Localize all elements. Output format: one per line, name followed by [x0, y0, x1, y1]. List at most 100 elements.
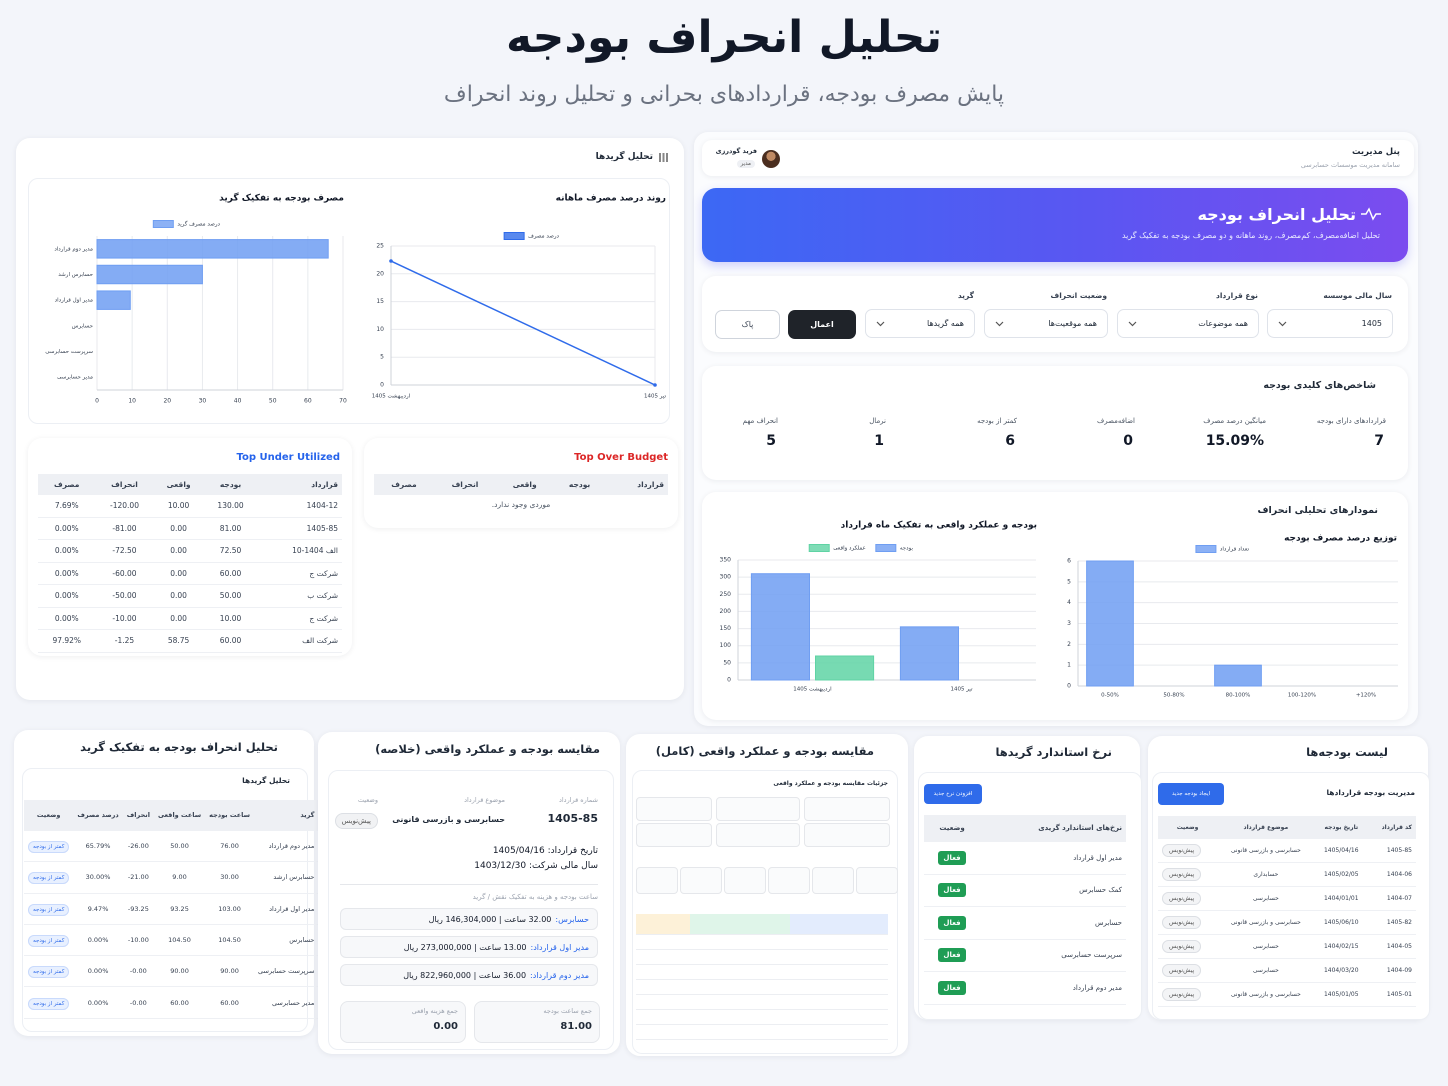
- preview-box: [724, 867, 766, 894]
- table-cell: حسابرسی: [1217, 886, 1315, 911]
- table-cell: 60.00-: [95, 562, 154, 585]
- status-badge: فعال: [938, 850, 966, 865]
- column-header: انحراف: [95, 474, 154, 495]
- table-cell: 30.00: [205, 861, 255, 894]
- column-header: ساعت واقعی: [153, 800, 206, 831]
- user-role: مدیر: [736, 160, 755, 168]
- column-header: انحراف: [122, 800, 154, 831]
- status-badge: پیش‌نویس: [1162, 988, 1202, 1001]
- create-button[interactable]: ایجاد بودجه جدید: [1158, 783, 1224, 805]
- table-row: شرکت ج 60.00 0.00 60.00- 0.00%: [38, 562, 342, 585]
- cost-line: مدیر اول قرارداد: 13.00 ساعت | 273,000,00…: [340, 936, 598, 958]
- table-cell: 1404/03/20: [1314, 958, 1368, 983]
- status-badge: فعال: [938, 948, 966, 963]
- admin-bar: [702, 140, 1414, 176]
- total-label: جمع ساعت بودجه: [543, 1007, 592, 1015]
- table-row: کمک حسابرس فعال: [924, 874, 1126, 907]
- table-cell: 60.00: [203, 629, 258, 653]
- table-cell: 10.00: [153, 494, 204, 518]
- preview-box: [804, 823, 890, 847]
- x-tick-label: 20: [163, 398, 171, 405]
- table-cell: 1404/01/01: [1314, 886, 1368, 911]
- column-header: واقعی: [153, 474, 204, 495]
- clear-button[interactable]: پاک: [715, 310, 780, 339]
- banner-title: تحلیل انحراف بودجه: [1197, 205, 1356, 224]
- pulse-icon: [1361, 207, 1381, 221]
- preview-band: [790, 914, 888, 934]
- add-button[interactable]: افزودن نرخ جدید: [924, 784, 982, 804]
- table-cell: 9.00: [153, 861, 206, 894]
- x-tick-label: تیر 1405: [951, 687, 973, 693]
- apply-button[interactable]: اعمال: [788, 310, 856, 339]
- legend-swatch: [152, 220, 174, 228]
- divider: [340, 884, 598, 885]
- table-cell: کمتر از بودجه: [24, 924, 74, 957]
- y-tick-label: 20: [376, 270, 384, 277]
- table-row: الف 1404-10 72.50 0.00 72.50- 0.00%: [38, 539, 342, 563]
- y-tick-label: 10: [376, 326, 384, 333]
- table-cell: 0.00%: [73, 955, 123, 988]
- select-value: 1405: [1361, 319, 1382, 328]
- table-cell: 93.25-: [122, 893, 154, 925]
- cost-detail: 36.00 ساعت | 822,960,000 ریال: [403, 970, 527, 980]
- preview-box: [636, 867, 678, 894]
- chevron-icon: [995, 321, 1004, 326]
- kpi-label: میانگین درصد مصرف: [1203, 417, 1266, 425]
- legend-swatch: [808, 544, 830, 552]
- table-cell: 1404/02/15: [1314, 934, 1368, 959]
- table-cell: حسابرس ارشد: [254, 861, 319, 894]
- x-tick-label: اردیبهشت 1405: [372, 394, 411, 400]
- table-row: 1404-05 1404/02/15 حسابرسی پیش‌نویس: [1158, 934, 1416, 959]
- table-cell: 26.00-: [122, 830, 154, 863]
- chart-card: [28, 178, 670, 424]
- table-cell: 81.00: [203, 517, 258, 540]
- status-badge: کمتر از بودجه: [28, 966, 70, 979]
- status-badge: کمتر از بودجه: [28, 903, 70, 916]
- table-cell: 10.00-: [95, 607, 154, 630]
- legend-label: درصد مصرف گرید: [177, 221, 220, 228]
- table-row: 1405-82 1405/06/10 حسابرسی و بازرسی قانونی…: [1158, 910, 1416, 935]
- table-cell: پیش‌نویس: [1158, 982, 1218, 1007]
- chart-title: بودجه و عملکرد واقعی به تفکیک ماه قراردا…: [841, 521, 1037, 531]
- column-header: موضوع قرارداد: [1217, 816, 1315, 839]
- column-header: وضعیت: [1158, 816, 1218, 839]
- budget-table: کد قرارداد تاریخ بودجه موضوع قرارداد وضعیت 1…: [1158, 816, 1416, 1007]
- charts-card: [702, 492, 1408, 720]
- card-subtitle: جزئیات مقایسه بودجه و عملکرد واقعی: [773, 780, 888, 787]
- table-cell: 1405-85: [257, 517, 342, 540]
- field-value: پیش‌نویس: [334, 813, 378, 829]
- status-badge: پیش‌نویس: [1162, 868, 1202, 881]
- avatar: [762, 150, 780, 168]
- y-tick-label: 0: [1067, 683, 1071, 690]
- table-cell: 50.00: [203, 584, 258, 608]
- y-tick-label: 25: [376, 243, 384, 250]
- column-header: کد قرارداد: [1367, 816, 1416, 839]
- table-cell: 0.00-: [122, 986, 154, 1019]
- x-tick-label: 30: [199, 398, 207, 405]
- total-box: [340, 1001, 466, 1043]
- table-cell: 1405-82: [1367, 910, 1416, 935]
- table-cell: کمتر از بودجه: [24, 893, 74, 925]
- table-cell: 76.00: [205, 830, 255, 863]
- chart-title: مصرف بودجه به تفکیک گرید: [219, 192, 344, 204]
- page-title: تحلیل انحراف بودجه: [505, 12, 943, 63]
- table-cell: 0.00: [153, 539, 204, 563]
- table-cell: پیش‌نویس: [1158, 910, 1218, 935]
- table-cell: 60.00: [153, 986, 206, 1019]
- table-cell: حسابرسی و بازرسی قانونی: [1217, 838, 1315, 863]
- x-tick-label: اردیبهشت 1405: [793, 687, 832, 693]
- bar: [96, 264, 203, 285]
- table-cell: 97.92%: [38, 629, 96, 653]
- card-title: مقایسه بودجه و عملکرد واقعی (کامل): [655, 744, 874, 758]
- table-cell: 0.00: [153, 562, 204, 585]
- field-label: موضوع قرارداد: [464, 796, 505, 804]
- x-tick-label: 50-80%: [1163, 693, 1184, 699]
- admin-subtitle: سامانه مدیریت موسسات حسابرسی: [1300, 161, 1400, 169]
- table-cell: پیش‌نویس: [1158, 838, 1218, 863]
- y-tick-label: 300: [720, 574, 732, 581]
- preview-box: [636, 797, 712, 821]
- table-cell: فعال: [924, 971, 981, 1005]
- table-cell: 93.25: [153, 893, 206, 925]
- role-name: مدیر دوم قرارداد:: [530, 970, 589, 980]
- y-tick-label: 3: [1067, 620, 1071, 627]
